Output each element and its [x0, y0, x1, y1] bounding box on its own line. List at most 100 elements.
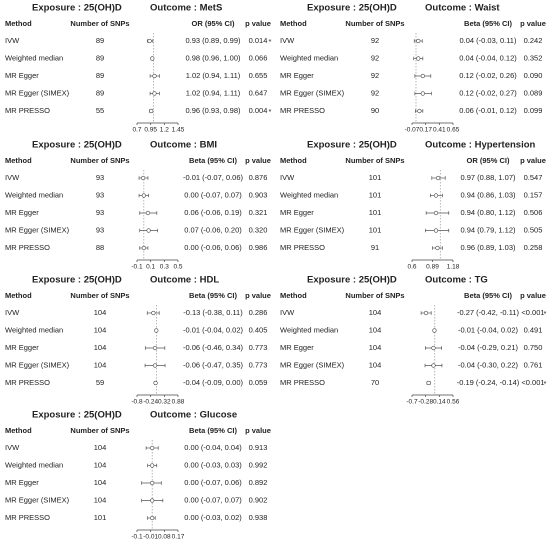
exposure-title: Exposure : 25(OH)D [307, 140, 397, 151]
snp-count: 104 [94, 460, 107, 469]
estimate [152, 73, 157, 79]
ci-label: -0.06 (-0.47, 0.35) [183, 360, 244, 369]
method: Weighted median [5, 190, 63, 199]
snp-count: 101 [369, 190, 382, 199]
snp-count: 104 [369, 343, 382, 352]
ci-label: 0.00 (-0.03, 0.03) [184, 460, 242, 469]
x-tick-label: -0.28 [418, 399, 433, 406]
method: MR PRESSO [5, 106, 50, 115]
estimate [149, 108, 154, 114]
ci-label: 0.98 (0.96, 1.00) [185, 53, 241, 62]
p-value: 0.004 [249, 106, 268, 115]
column-header: p value [245, 156, 271, 165]
method: Weighted median [280, 325, 338, 334]
x-tick-label: -0.24 [143, 399, 158, 406]
p-value: 0.352 [524, 53, 543, 62]
column-header: Number of SNPs [70, 19, 129, 28]
exposure-title: Exposure : 25(OH)D [32, 275, 122, 286]
ci-label: -0.13 (-0.38, 0.11) [183, 308, 243, 317]
x-tick-label: 0.41 [433, 127, 446, 134]
estimate [436, 175, 441, 181]
p-value: 0.547 [524, 173, 543, 182]
ci-label: 0.07 (-0.06, 0.20) [184, 225, 242, 234]
ci-label: 1.02 (0.94, 1.11) [186, 71, 241, 80]
column-header: Method [280, 156, 307, 165]
exposure-title: Exposure : 25(OH)D [307, 3, 397, 14]
estimate [146, 228, 151, 233]
significance: * [544, 309, 547, 318]
estimate [433, 193, 439, 198]
method: MR Egger [5, 208, 39, 217]
x-tick-label: 0.88 [172, 399, 185, 406]
p-value: 0.089 [524, 88, 543, 97]
estimate [416, 56, 421, 61]
estimate [152, 91, 157, 96]
p-value: 0.506 [524, 208, 543, 217]
x-tick-label: -0.07 [405, 127, 420, 134]
column-header: Number of SNPs [345, 291, 404, 300]
p-value: 0.066 [249, 53, 268, 62]
column-header: Method [280, 19, 307, 28]
snp-count: 104 [94, 495, 107, 504]
method: MR PRESSO [5, 243, 50, 252]
method: MR Egger [280, 208, 314, 217]
exposure-title: Exposure : 25(OH)D [32, 140, 122, 151]
x-tick-label: 0.1 [146, 264, 155, 271]
snp-count: 89 [96, 71, 104, 80]
snp-count: 104 [94, 308, 107, 317]
snp-count: 101 [369, 225, 382, 234]
estimate [432, 328, 437, 333]
estimate [151, 310, 156, 316]
p-value: 0.913 [249, 443, 268, 452]
method: MR PRESSO [280, 106, 325, 115]
ci-label: 0.04 (-0.04, 0.12) [459, 53, 517, 62]
method: Weighted median [280, 53, 338, 62]
column-header: p value [520, 19, 546, 28]
snp-count: 90 [371, 106, 379, 115]
snp-count: 104 [369, 325, 382, 334]
snp-count: 101 [94, 513, 107, 522]
method: MR Egger (SIMEX) [5, 225, 70, 234]
ci-label: 0.94 (0.79, 1.12) [460, 225, 516, 234]
snp-count: 89 [96, 36, 104, 45]
method: Weighted median [5, 325, 63, 334]
snp-count: 104 [94, 443, 107, 452]
snp-count: 92 [371, 71, 379, 80]
p-value: 0.014 [249, 36, 268, 45]
snp-count: 104 [369, 360, 382, 369]
p-value: 0.242 [524, 36, 543, 45]
ci-label: 0.93 (0.89, 0.99) [185, 36, 241, 45]
x-tick-label: -0.7 [406, 399, 418, 406]
method: MR Egger [5, 71, 39, 80]
exposure-title: Exposure : 25(OH)D [32, 3, 122, 14]
p-value: 0.773 [249, 360, 268, 369]
ci-label: 0.97 (0.88, 1.07) [460, 173, 516, 182]
outcome-title: Outcome : Hypertension [425, 140, 536, 151]
method: MR Egger (SIMEX) [5, 360, 70, 369]
snp-count: 104 [94, 360, 107, 369]
snp-count: 93 [96, 173, 104, 182]
p-value: 0.892 [249, 478, 268, 487]
method: IVW [5, 173, 20, 182]
estimate [150, 56, 155, 61]
method: IVW [5, 308, 20, 317]
x-tick-label: 0.65 [447, 127, 460, 134]
snp-count: 92 [371, 53, 379, 62]
ci-label: 0.94 (0.80, 1.12) [460, 208, 516, 217]
p-value: 0.099 [524, 106, 543, 115]
ci-label: -0.01 (-0.07, 0.06) [183, 173, 244, 182]
snp-count: 59 [96, 378, 104, 387]
column-header: Beta (95% CI) [464, 291, 512, 300]
estimate [433, 210, 439, 216]
ci-label: 0.00 (-0.07, 0.07) [184, 190, 242, 199]
ci-label: 0.96 (0.93, 0.98) [185, 106, 241, 115]
method: IVW [5, 443, 20, 452]
x-tick-label: 1.45 [172, 127, 185, 134]
x-tick-label: -0.1 [131, 264, 143, 271]
method: MR Egger (SIMEX) [280, 360, 345, 369]
p-value: 0.876 [249, 173, 268, 182]
column-header: Method [5, 156, 32, 165]
snp-count: 93 [96, 190, 104, 199]
p-value: 0.090 [524, 71, 543, 80]
x-tick-label: 0.08 [158, 534, 171, 541]
